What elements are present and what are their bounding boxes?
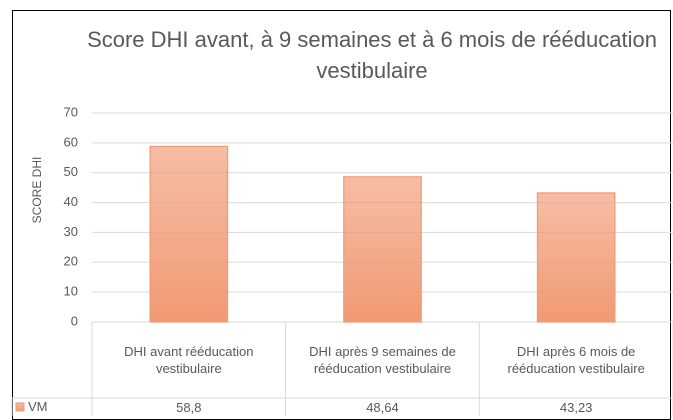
y-axis-label: SCORE DHI [30,157,44,224]
y-tick-label: 0 [71,313,78,328]
x-tick-label: DHI après 9 semaines de rééducation vest… [309,344,456,376]
x-tick-label: DHI avant rééducation vestibulaire [124,344,254,376]
bar [536,192,616,323]
x-tick-label: DHI après 6 mois de rééducation vestibul… [507,344,645,376]
data-table-value: 58,8 [176,399,202,415]
y-tick-label: 20 [64,254,78,269]
bar [343,176,422,323]
y-tick-label: 40 [64,194,78,209]
chart-title: Score DHI avant, à 9 semaines et à 6 moi… [87,27,657,83]
data-table-value: 43,23 [559,399,593,415]
y-tick-label: 70 [64,104,78,119]
y-tick-label: 30 [64,224,78,239]
y-tick-label: 60 [64,134,78,149]
data-table-value: 48,64 [366,399,399,415]
y-tick-label: 50 [64,164,78,179]
bar [149,145,229,323]
legend-swatch [15,402,25,412]
legend-label: VM [28,399,48,414]
y-tick-label: 10 [64,284,78,299]
